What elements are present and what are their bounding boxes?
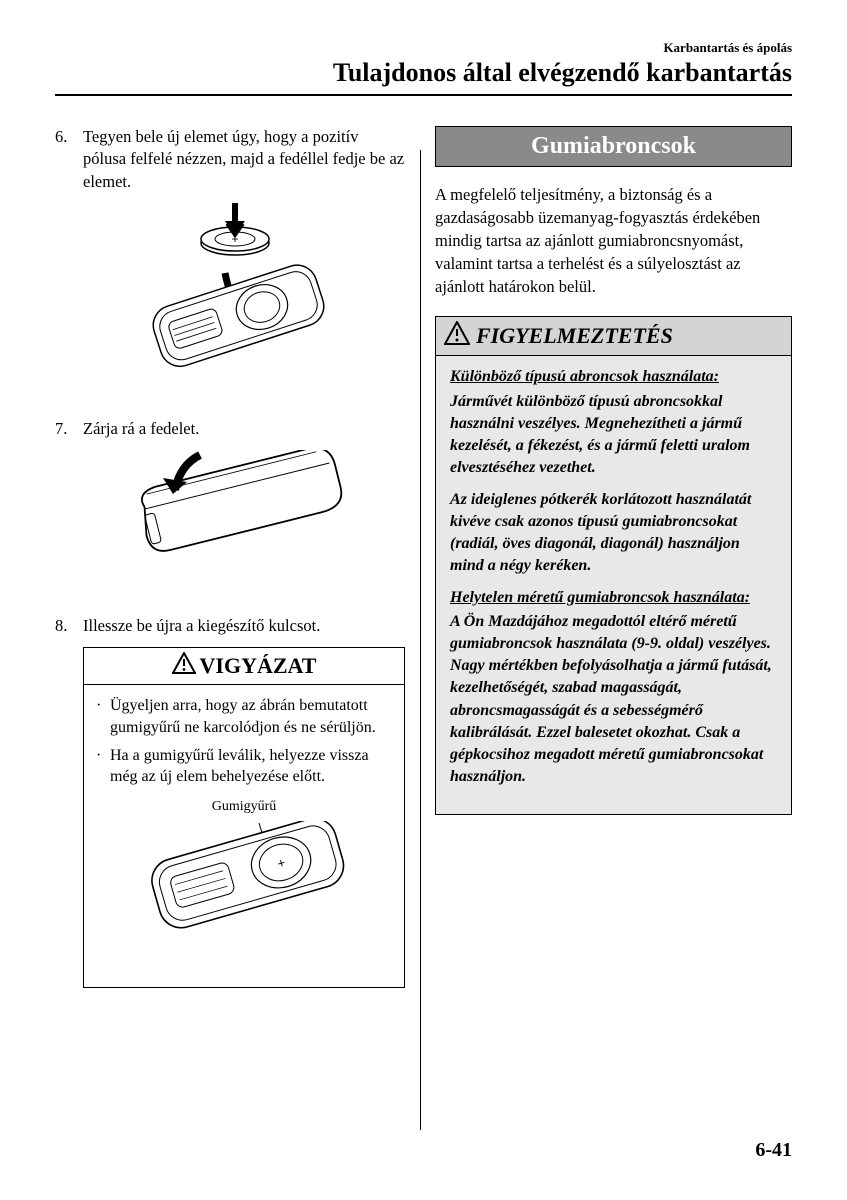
illustration-rubber-ring: +: [96, 821, 392, 978]
warning-box: FIGYELMEZTETÉS Különböző típusú abroncso…: [435, 316, 792, 814]
warning-subhead: Különböző típusú abroncsok használata:: [450, 366, 777, 388]
step-text: Illessze be újra a kiegészítő kulcsot.: [83, 615, 405, 637]
section-title-tires: Gumiabroncsok: [435, 126, 792, 167]
bullet-dot: ·: [96, 745, 110, 788]
warning-paragraph: Az ideiglenes pótkerék korlátozott haszn…: [450, 489, 777, 577]
illustration-battery-insert: +: [55, 203, 405, 398]
step-text: Zárja rá a fedelet.: [83, 418, 405, 440]
warning-subhead: Helytelen méretű gumiabroncsok használat…: [450, 587, 777, 609]
warning-triangle-icon: [444, 321, 470, 351]
caution-title: VIGYÁZAT: [200, 653, 317, 679]
step-8: 8. Illessze be újra a kiegészítő kulcsot…: [55, 615, 405, 637]
warning-paragraph: A Ön Mazdájához megadottól eltérő méretű…: [450, 611, 777, 788]
header-section-label: Karbantartás és ápolás: [55, 40, 792, 56]
left-column: 6. Tegyen bele új elemet úgy, hogy a poz…: [55, 126, 405, 988]
warning-header: FIGYELMEZTETÉS: [436, 317, 791, 356]
step-6: 6. Tegyen bele új elemet úgy, hogy a poz…: [55, 126, 405, 193]
header-title: Tulajdonos által elvégzendő karbantartás: [55, 58, 792, 88]
bullet-text: Ha a gumigyűrű leválik, helyezze vissza …: [110, 745, 392, 788]
warning-paragraph: Járművét különböző típusú abroncsokkal h…: [450, 391, 777, 479]
caution-body: · Ügyeljen arra, hogy az ábrán bemutatot…: [84, 685, 404, 987]
right-column: Gumiabroncsok A megfelelő teljesítmény, …: [435, 126, 792, 988]
caution-header: VIGYÁZAT: [84, 648, 404, 685]
caution-bullet: · Ügyeljen arra, hogy az ábrán bemutatot…: [96, 695, 392, 738]
column-divider: [420, 150, 421, 1130]
caution-box: VIGYÁZAT · Ügyeljen arra, hogy az ábrán …: [83, 647, 405, 988]
warning-body: Különböző típusú abroncsok használata: J…: [436, 356, 791, 813]
page-header: Karbantartás és ápolás Tulajdonos által …: [55, 40, 792, 88]
bullet-dot: ·: [96, 695, 110, 738]
illustration-close-cover: [55, 450, 405, 595]
intro-paragraph: A megfelelő teljesítmény, a biztonság és…: [435, 183, 792, 298]
illustration-label: Gumigyűrű: [96, 798, 392, 817]
caution-bullet: · Ha a gumigyűrű leválik, helyezze vissz…: [96, 745, 392, 788]
step-number: 8.: [55, 615, 83, 637]
step-number: 6.: [55, 126, 83, 193]
page-number: 6-41: [755, 1139, 792, 1162]
header-divider: [55, 94, 792, 96]
step-text: Tegyen bele új elemet úgy, hogy a pozití…: [83, 126, 405, 193]
warning-triangle-icon: [172, 652, 196, 680]
step-7: 7. Zárja rá a fedelet.: [55, 418, 405, 440]
bullet-text: Ügyeljen arra, hogy az ábrán bemutatott …: [110, 695, 392, 738]
step-number: 7.: [55, 418, 83, 440]
content-columns: 6. Tegyen bele új elemet úgy, hogy a poz…: [55, 126, 792, 988]
warning-title: FIGYELMEZTETÉS: [476, 323, 673, 349]
